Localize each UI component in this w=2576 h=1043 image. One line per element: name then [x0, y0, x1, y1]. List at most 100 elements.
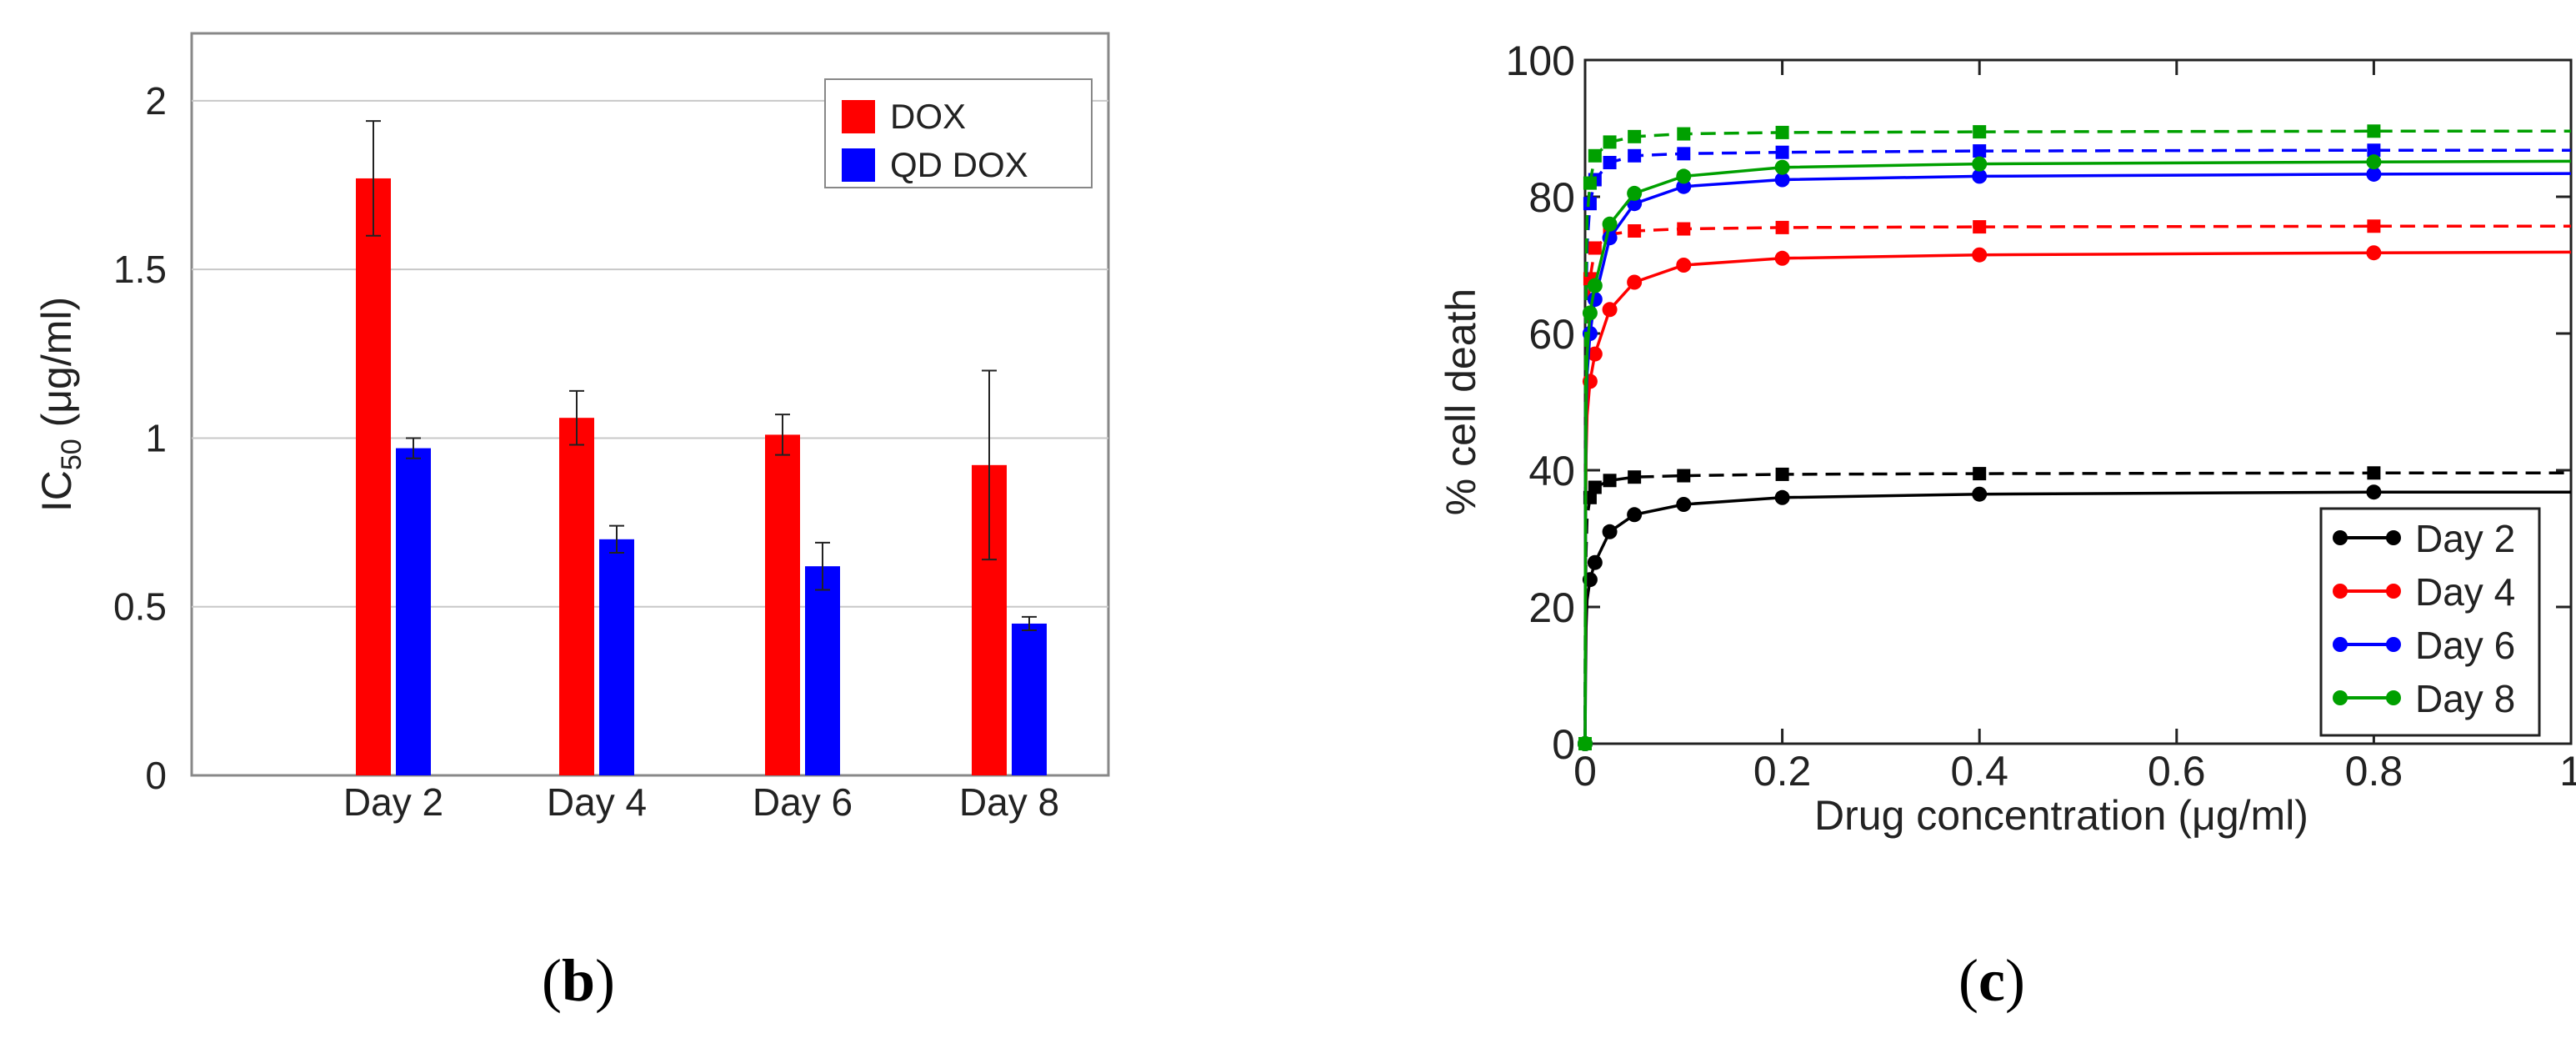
legend-marker-c	[2333, 584, 2348, 599]
data-point-day-4-dashed	[2367, 219, 2381, 233]
y-tick-label-c: 100	[1506, 38, 1575, 84]
bar-qd-dox	[599, 539, 634, 775]
y-tick-label-c: 80	[1528, 174, 1575, 221]
legend-label-b: DOX	[890, 97, 966, 136]
y-tick-label-b: 0.5	[113, 585, 167, 629]
data-point-day-8-dashed	[1775, 125, 1789, 139]
x-tick-label-c: 0.6	[2148, 748, 2206, 795]
legend-marker-c	[2386, 690, 2401, 705]
x-tick-label-c: 0.4	[1950, 748, 2008, 795]
data-point-day-6-dashed	[1973, 144, 1987, 158]
data-point-day-4-solid	[1587, 346, 1603, 362]
data-point-day-2-dashed	[1588, 480, 1602, 494]
data-point-day-4-solid	[1676, 258, 1692, 273]
data-point-day-2-dashed	[1603, 474, 1617, 488]
y-tick-label-b: 0	[145, 754, 167, 797]
bar-qd-dox	[1012, 623, 1047, 775]
x-tick-label-c: 1	[2559, 748, 2576, 795]
data-point-day-4-dashed	[1677, 222, 1691, 236]
y-tick-label-c: 20	[1528, 584, 1575, 631]
data-point-day-8-dashed	[1677, 127, 1691, 141]
y-tick-label-b: 1	[145, 416, 167, 459]
data-point-day-8-dashed	[1973, 125, 1987, 139]
data-point-day-6-dashed	[1603, 156, 1617, 169]
data-point-day-4-dashed	[1775, 220, 1789, 234]
data-point-day-2-solid	[1676, 497, 1692, 512]
data-point-day-8-solid	[1587, 278, 1603, 293]
legend-label-c: Day 4	[2415, 570, 2515, 614]
data-point-day-2-dashed	[1775, 467, 1789, 481]
x-category-label-b: Day 8	[959, 780, 1059, 824]
data-point-day-2-solid	[1587, 554, 1603, 570]
y-axis-label-c: % cell death	[1438, 288, 1484, 515]
data-point-day-4-dashed	[1588, 241, 1602, 255]
data-point-day-8-solid	[1774, 159, 1790, 175]
data-point-day-4-solid	[1627, 274, 1643, 290]
y-axis-label-b: IC50 (μg/ml)	[33, 297, 88, 512]
x-category-label-b: Day 4	[547, 780, 647, 824]
data-point-day-8-dashed	[1578, 737, 1592, 750]
data-point-day-6-dashed	[1628, 148, 1642, 163]
bar-dox	[356, 178, 391, 776]
x-tick-label-c: 0.8	[2345, 748, 2403, 795]
data-point-day-2-dashed	[2367, 466, 2381, 480]
legend-marker-c	[2386, 637, 2401, 652]
legend-marker-c	[2333, 637, 2348, 652]
legend-marker-c	[2333, 530, 2348, 545]
x-axis-label-c: Drug concentration (μg/ml)	[1814, 792, 2308, 839]
data-point-day-8-solid	[1972, 156, 1988, 172]
panel-label-b: (b)	[542, 947, 616, 1014]
bar-dox	[765, 434, 800, 775]
x-category-label-b: Day 6	[753, 780, 853, 824]
data-point-day-2-dashed	[1677, 469, 1691, 483]
data-point-day-4-dashed	[1628, 224, 1642, 238]
data-point-day-8-solid	[1627, 185, 1643, 201]
data-point-day-4-dashed	[1973, 220, 1987, 234]
bar-qd-dox	[805, 566, 840, 775]
legend-label-b: QD DOX	[890, 145, 1028, 184]
data-point-day-6-solid	[1587, 292, 1603, 307]
bar-qd-dox	[396, 448, 431, 775]
data-point-day-4-solid	[2366, 245, 2382, 261]
data-point-day-8-dashed	[1583, 176, 1597, 190]
y-tick-label-c: 0	[1552, 721, 1575, 768]
x-category-label-b: Day 2	[343, 780, 443, 824]
data-point-day-2-solid	[1972, 486, 1988, 502]
legend-marker-c	[2386, 530, 2401, 545]
y-tick-label-b: 2	[145, 79, 167, 123]
legend-label-c: Day 8	[2415, 677, 2515, 720]
data-point-day-6-solid	[1676, 178, 1692, 194]
data-point-day-6-solid	[1972, 168, 1988, 184]
legend-swatch-b	[842, 148, 875, 182]
x-tick-label-c: 0.2	[1753, 748, 1812, 795]
data-point-day-8-dashed	[2367, 124, 2381, 138]
y-tick-label-c: 60	[1528, 311, 1575, 358]
panel-label-c: (c)	[1958, 947, 2025, 1014]
data-point-day-6-solid	[1774, 172, 1790, 188]
legend-marker-c	[2386, 584, 2401, 599]
data-point-day-8-solid	[1602, 216, 1618, 232]
data-point-day-2-solid	[1602, 524, 1618, 539]
data-point-day-8-dashed	[1628, 129, 1642, 143]
data-point-day-2-solid	[1774, 489, 1790, 505]
legend-swatch-b	[842, 100, 875, 133]
data-point-day-6-dashed	[1775, 145, 1789, 159]
data-point-day-8-dashed	[1603, 135, 1617, 149]
legend-label-c: Day 2	[2415, 517, 2515, 560]
y-tick-label-b: 1.5	[113, 248, 167, 291]
bar-dox	[559, 418, 594, 775]
chart-c-cell-death-line-chart: 0 20 40 60 80 100 0 0.2 0.4 0.6 0.8 1 Drug concentra…	[1438, 38, 2576, 839]
data-point-day-2-dashed	[1973, 467, 1987, 481]
data-point-day-2-solid	[2366, 484, 2382, 500]
data-point-day-6-dashed	[2367, 143, 2381, 158]
data-point-day-4-solid	[1602, 302, 1618, 318]
data-point-day-6-solid	[2366, 166, 2382, 182]
x-tick-label-c: 0	[1573, 748, 1597, 795]
legend-label-c: Day 6	[2415, 624, 2515, 667]
data-point-day-2-dashed	[1628, 470, 1642, 484]
data-point-day-4-solid	[1774, 250, 1790, 266]
data-point-day-2-solid	[1627, 507, 1643, 523]
data-point-day-6-dashed	[1677, 147, 1691, 161]
data-point-day-6-dashed	[1583, 197, 1597, 211]
y-tick-label-c: 40	[1528, 448, 1575, 494]
